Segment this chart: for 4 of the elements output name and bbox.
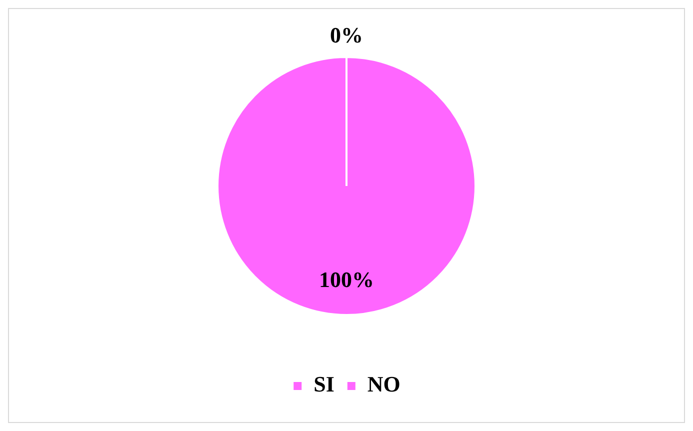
data-label: 100% bbox=[319, 267, 374, 292]
legend-label: NO bbox=[367, 372, 400, 397]
legend-label: SI bbox=[314, 372, 334, 397]
text: 0% bbox=[330, 22, 363, 48]
